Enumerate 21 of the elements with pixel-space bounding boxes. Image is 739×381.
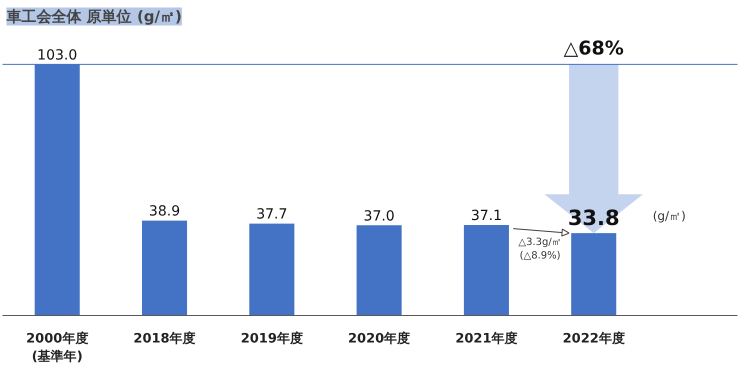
x-tick-label: 2019年度	[240, 330, 303, 346]
annotation: (g/㎡)	[652, 209, 686, 224]
annotation: △3.3g/㎡ (△8.9%)	[518, 237, 562, 262]
bar	[464, 225, 509, 316]
data-label: 103.0	[37, 47, 78, 64]
data-label: 38.9	[148, 204, 180, 220]
data-label: 37.0	[364, 208, 395, 224]
annotation: △68%	[564, 37, 624, 60]
x-tick-label: 2018年度	[133, 330, 196, 346]
bar	[571, 233, 616, 316]
bar	[356, 225, 402, 316]
bar	[142, 220, 188, 316]
chart-title: 車工会全体 原単位 (g/㎡)	[6, 8, 182, 26]
x-tick-label: 2020年度	[348, 330, 410, 346]
data-label: 33.8	[568, 206, 620, 230]
x-tick-label: 2000年度 (基準年)	[26, 330, 88, 364]
data-label: 37.1	[470, 208, 502, 224]
data-label: 37.7	[256, 206, 288, 223]
x-tick-label: 2022年度	[562, 330, 625, 346]
x-tick-label: 2021年度	[455, 330, 518, 346]
bar	[249, 224, 294, 316]
